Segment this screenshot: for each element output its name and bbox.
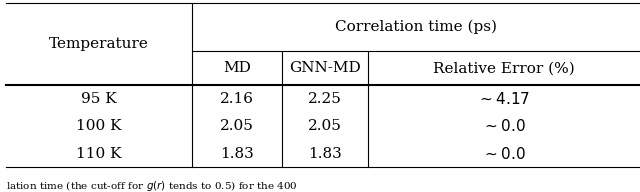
Text: $\sim 4.17$: $\sim 4.17$ — [477, 91, 531, 107]
Text: 95 K: 95 K — [81, 92, 117, 106]
Text: 2.05: 2.05 — [308, 119, 342, 133]
Text: Relative Error (%): Relative Error (%) — [433, 61, 575, 75]
Text: 100 K: 100 K — [76, 119, 122, 133]
Text: GNN-MD: GNN-MD — [289, 61, 361, 75]
Text: 1.83: 1.83 — [220, 146, 253, 161]
Text: 2.05: 2.05 — [220, 119, 253, 133]
Text: lation time (the cut-off for $g(r)$ tends to 0.5) for the 400: lation time (the cut-off for $g(r)$ tend… — [6, 179, 298, 192]
Text: 1.83: 1.83 — [308, 146, 342, 161]
Text: $\sim 0.0$: $\sim 0.0$ — [482, 118, 525, 134]
Text: 110 K: 110 K — [76, 146, 122, 161]
Text: Correlation time (ps): Correlation time (ps) — [335, 20, 497, 35]
Text: MD: MD — [223, 61, 251, 75]
Text: 2.16: 2.16 — [220, 92, 254, 106]
Text: $\sim 0.0$: $\sim 0.0$ — [482, 146, 525, 161]
Text: 2.25: 2.25 — [308, 92, 342, 106]
Text: Temperature: Temperature — [49, 37, 149, 51]
